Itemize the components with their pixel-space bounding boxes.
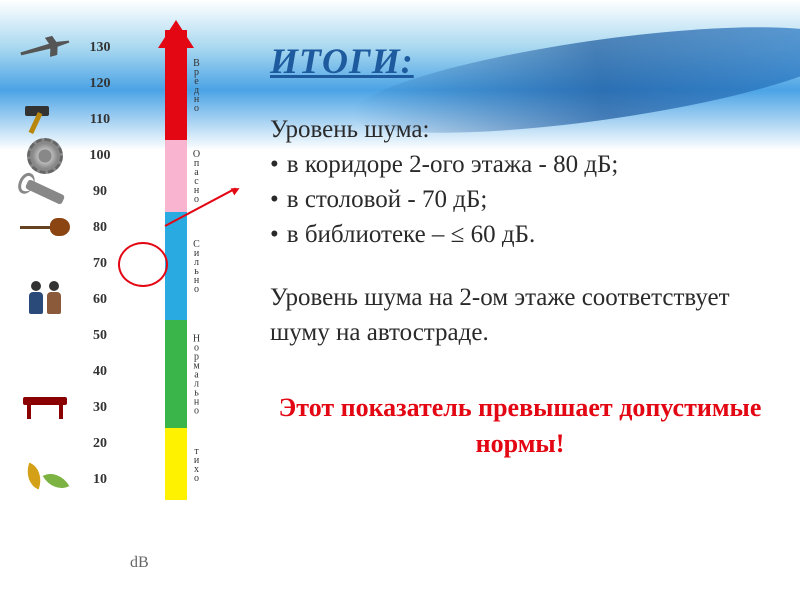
results-paragraph: Уровень шума на 2-ом этаже соответствует… (270, 280, 770, 350)
scale-icon-cell (10, 66, 80, 102)
scale-icon-cell (10, 354, 80, 390)
page-title: ИТОГИ: (270, 40, 770, 82)
scale-row: 120 (10, 66, 210, 102)
scale-value: 30 (80, 400, 120, 416)
scale-row: 60 (10, 282, 210, 318)
scale-icon-cell (10, 390, 80, 426)
scale-icon-cell (10, 210, 80, 246)
highlight-circle (118, 242, 168, 287)
results-heading: Уровень шума: (270, 112, 770, 147)
scale-icon-cell (10, 138, 80, 174)
list-item: в столовой - 70 дБ; (270, 182, 770, 217)
scale-row: 90 (10, 174, 210, 210)
scale-icon-cell (10, 462, 80, 498)
unit-label: dB (130, 554, 149, 572)
scale-value: 120 (80, 76, 120, 92)
scale-row: 30 (10, 390, 210, 426)
leaves-icon (25, 465, 65, 495)
scale-value: 100 (80, 148, 120, 164)
scale-row: 10 (10, 462, 210, 498)
bench-icon (23, 397, 67, 419)
alert-text: Этот показатель превышает допустимые нор… (270, 390, 770, 463)
wrench-icon (25, 179, 65, 205)
scale-value: 80 (80, 220, 120, 236)
scale-value: 110 (80, 112, 120, 128)
hammer-icon (25, 106, 65, 134)
scale-icon-cell (10, 30, 80, 66)
body-text: Уровень шума: в коридоре 2-ого этажа - 8… (270, 112, 770, 463)
person-icon (45, 281, 63, 319)
scale-icon-cell (10, 102, 80, 138)
guitar-icon (20, 218, 70, 238)
scale-value: 60 (80, 292, 120, 308)
scale-row: 40 (10, 354, 210, 390)
scale-value: 40 (80, 364, 120, 380)
scale-row: 110 (10, 102, 210, 138)
scale-value: 20 (80, 436, 120, 452)
scale-row: 130 (10, 30, 210, 66)
text-panel: ИТОГИ: Уровень шума: в коридоре 2-ого эт… (210, 0, 800, 600)
person-icon (27, 281, 45, 319)
scale-icon-cell (10, 246, 80, 282)
scale-row: 100 (10, 138, 210, 174)
sawblade-icon (27, 138, 63, 174)
scale-row: 20 (10, 426, 210, 462)
scale-icon-cell (10, 174, 80, 210)
scale-row: 70 (10, 246, 210, 282)
scale-value: 50 (80, 328, 120, 344)
list-item: в коридоре 2-ого этажа - 80 дБ; (270, 147, 770, 182)
noise-scale: Вредно Опасно Сильно Нормально тихо 130 … (0, 0, 210, 600)
scale-value: 90 (80, 184, 120, 200)
page-content: Вредно Опасно Сильно Нормально тихо 130 … (0, 0, 800, 600)
results-list: в коридоре 2-ого этажа - 80 дБ;в столово… (270, 147, 770, 252)
airplane-icon (18, 32, 71, 64)
scale-icon-cell (10, 426, 80, 462)
list-item: в библиотеке – ≤ 60 дБ. (270, 217, 770, 252)
scale-icon-cell (10, 318, 80, 354)
scale-value: 10 (80, 472, 120, 488)
scale-value: 70 (80, 256, 120, 272)
scale-row: 50 (10, 318, 210, 354)
scale-icon-cell (10, 282, 80, 318)
scale-value: 130 (80, 40, 120, 56)
